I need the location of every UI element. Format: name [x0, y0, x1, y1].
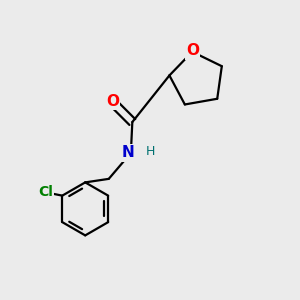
Text: Cl: Cl — [39, 185, 53, 199]
Text: O: O — [106, 94, 119, 109]
Text: H: H — [146, 145, 156, 158]
Text: O: O — [186, 44, 199, 59]
Text: N: N — [122, 146, 134, 160]
